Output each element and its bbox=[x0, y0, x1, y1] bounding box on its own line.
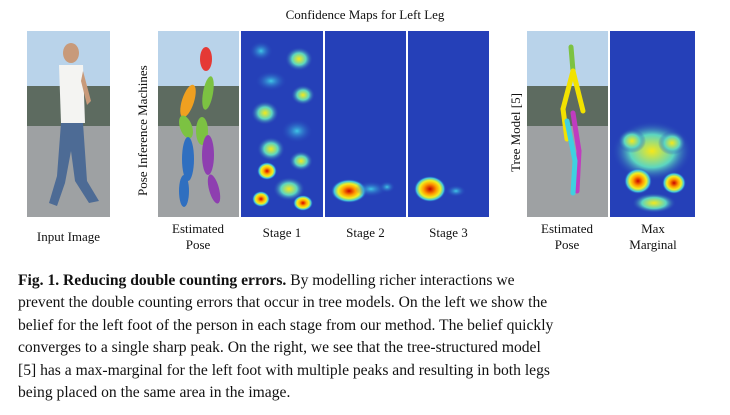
tree-pose-label-line2: Pose bbox=[554, 237, 580, 252]
caption-line-1-text: By modelling richer interactions we bbox=[286, 272, 515, 289]
side-label-pose-inference-machines: Pose Inference Machines bbox=[135, 65, 150, 196]
estimated-pose-label-line2: Pose bbox=[185, 237, 211, 252]
caption-line-5: [5] has a max-marginal for the left foot… bbox=[18, 361, 550, 379]
caption-line-1: Fig. 1. Reducing double counting errors.… bbox=[18, 270, 713, 292]
figure-caption: Fig. 1. Reducing double counting errors.… bbox=[18, 270, 713, 404]
figure-title: Confidence Maps for Left Leg bbox=[285, 7, 445, 22]
stage1-label: Stage 1 bbox=[262, 225, 302, 240]
stage3-label: Stage 3 bbox=[429, 225, 468, 240]
caption-line-6: being placed on the same area in the ima… bbox=[18, 384, 291, 402]
caption-line-3: belief for the left foot of the person i… bbox=[18, 316, 554, 334]
tree-pose-label-line1: Estimated bbox=[541, 221, 593, 236]
tree-model-pose-image bbox=[527, 31, 608, 217]
stage2-heatmap bbox=[325, 31, 406, 217]
max-marginal-label-line1: Max bbox=[641, 221, 665, 236]
input-image bbox=[27, 31, 110, 217]
caption-line-2: prevent the double counting errors that … bbox=[18, 294, 548, 312]
caption-line-4: converges to a single sharp peak. On the… bbox=[18, 339, 541, 357]
tree-pose-limbs-overlay bbox=[527, 31, 608, 217]
estimated-pose-image bbox=[158, 31, 239, 217]
stage1-heatmap bbox=[241, 31, 323, 217]
stage3-heatmap bbox=[408, 31, 489, 217]
stage2-label: Stage 2 bbox=[346, 225, 385, 240]
pose-limbs-overlay bbox=[158, 31, 239, 217]
max-marginal-label-line2: Marginal bbox=[629, 237, 677, 252]
person-silhouette bbox=[27, 31, 110, 217]
input-image-label: Input Image bbox=[36, 229, 101, 244]
side-label-tree-model: Tree Model [5] bbox=[508, 93, 523, 172]
max-marginal-heatmap bbox=[610, 31, 695, 217]
caption-label: Fig. 1. Reducing double counting errors. bbox=[18, 272, 287, 289]
estimated-pose-label-line1: Estimated bbox=[172, 221, 224, 236]
